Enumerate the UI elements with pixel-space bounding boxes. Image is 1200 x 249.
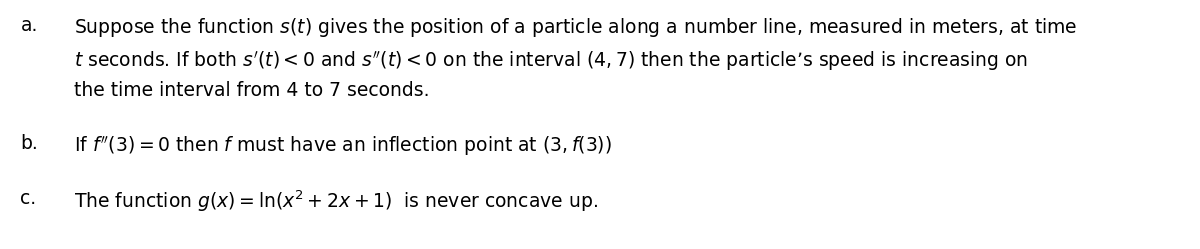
Text: b.: b. [20, 134, 38, 153]
Text: a.: a. [20, 16, 38, 35]
Text: If $f''(3) = 0$ then $f$ must have an inflection point at $\left(3, f(3)\right)$: If $f''(3) = 0$ then $f$ must have an in… [73, 134, 612, 158]
Text: c.: c. [20, 188, 37, 207]
Text: the time interval from 4 to 7 seconds.: the time interval from 4 to 7 seconds. [73, 81, 430, 100]
Text: The function $g(x) = \ln(x^2 + 2x + 1)$  is never concave up.: The function $g(x) = \ln(x^2 + 2x + 1)$ … [73, 188, 598, 214]
Text: $t$ seconds. If both $s'(t) < 0$ and $s''(t) < 0$ on the interval $(4, 7)$ then : $t$ seconds. If both $s'(t) < 0$ and $s'… [73, 49, 1027, 73]
Text: Suppose the function $s(t)$ gives the position of a particle along a number line: Suppose the function $s(t)$ gives the po… [73, 16, 1076, 39]
